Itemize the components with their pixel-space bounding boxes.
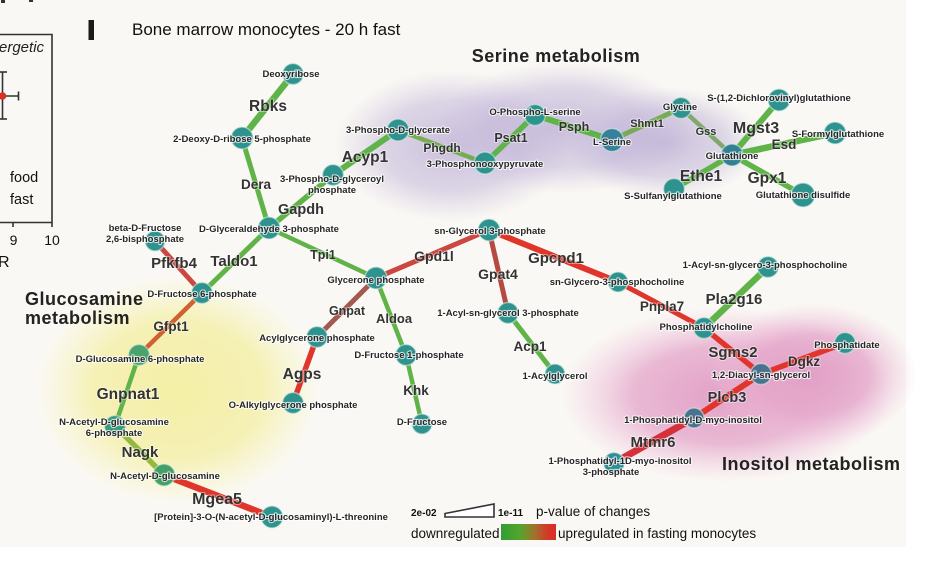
svg-text:Serine metabolism: Serine metabolism — [472, 46, 641, 66]
svg-text:Glycerone phosphate: Glycerone phosphate — [327, 275, 424, 286]
svg-text:Nagk: Nagk — [122, 444, 159, 461]
svg-text:metabolism: metabolism — [25, 308, 130, 328]
svg-text:Glutathione: Glutathione — [706, 151, 759, 162]
svg-text:O-Phospho-L-serine: O-Phospho-L-serine — [489, 107, 580, 118]
svg-text:Bone marrow monocytes - 20 h f: Bone marrow monocytes - 20 h fast — [132, 20, 401, 39]
svg-text:1-Phosphatidyl-1D-myo-inositol: 1-Phosphatidyl-1D-myo-inositol — [548, 456, 691, 467]
svg-text:upregulated in fasting monocyt: upregulated in fasting monocytes — [558, 526, 756, 541]
svg-text:Shmt1: Shmt1 — [630, 118, 664, 130]
svg-text:p-value of changes: p-value of changes — [536, 504, 650, 519]
svg-text:D-Fructose 1-phosphate: D-Fructose 1-phosphate — [354, 350, 463, 361]
svg-text:6-phosphate: 6-phosphate — [86, 428, 142, 439]
svg-text:1-Acylglycerol: 1-Acylglycerol — [523, 371, 588, 382]
svg-text:Taldo1: Taldo1 — [210, 253, 257, 270]
svg-text:Gnpnat1: Gnpnat1 — [97, 386, 160, 403]
svg-text:1e-11: 1e-11 — [498, 508, 523, 519]
svg-text:Aldoa: Aldoa — [376, 311, 413, 326]
svg-text:S-Formylglutathione: S-Formylglutathione — [792, 129, 884, 140]
svg-text:S-Sulfanylglutathione: S-Sulfanylglutathione — [624, 191, 722, 202]
svg-text:Gpcpd1: Gpcpd1 — [528, 250, 584, 267]
svg-text:O-Alkylglycerone phosphate: O-Alkylglycerone phosphate — [229, 400, 358, 411]
svg-text:Khk: Khk — [403, 383, 429, 398]
svg-text:Plcb3: Plcb3 — [708, 390, 747, 406]
svg-text:Gpx1: Gpx1 — [748, 170, 787, 187]
svg-text:phosphate: phosphate — [308, 185, 356, 196]
svg-text:Mgst3: Mgst3 — [733, 120, 779, 137]
svg-text:3-Phospho-D-glyceroyl: 3-Phospho-D-glyceroyl — [280, 174, 384, 185]
svg-text:1-Acyl-sn-glycero-3-phosphocho: 1-Acyl-sn-glycero-3-phosphocholine — [683, 260, 848, 271]
svg-text:beta-D-Fructose: beta-D-Fructose — [109, 223, 182, 234]
svg-text:Mtmr6: Mtmr6 — [630, 434, 675, 451]
svg-text:Dera: Dera — [241, 177, 272, 192]
svg-text:Phosphatidylcholine: Phosphatidylcholine — [660, 322, 753, 333]
svg-text:2e-02: 2e-02 — [411, 508, 437, 519]
svg-text:Glucosamine: Glucosamine — [25, 289, 144, 309]
svg-text:Phosphatidate: Phosphatidate — [814, 340, 879, 351]
svg-text:Pla2g16: Pla2g16 — [706, 291, 763, 308]
svg-text:9: 9 — [10, 232, 18, 248]
svg-text:Gapdh: Gapdh — [278, 202, 324, 218]
svg-text:2-Deoxy-D-ribose 5-phosphate: 2-Deoxy-D-ribose 5-phosphate — [173, 134, 311, 145]
svg-text:2,6-bisphosphate: 2,6-bisphosphate — [106, 234, 184, 245]
svg-text:Tpi1: Tpi1 — [310, 248, 336, 262]
svg-text:Pnpla7: Pnpla7 — [640, 299, 684, 314]
svg-text:Acp1: Acp1 — [513, 339, 547, 354]
svg-text:3-Phosphonooxypyruvate: 3-Phosphonooxypyruvate — [427, 159, 544, 170]
svg-text:Inositol metabolism: Inositol metabolism — [722, 454, 901, 474]
svg-text:Phgdh: Phgdh — [423, 141, 460, 155]
svg-text:1-Phosphatidyl-D-myo-inositol: 1-Phosphatidyl-D-myo-inositol — [624, 415, 762, 426]
svg-text:Acyp1: Acyp1 — [342, 149, 389, 166]
svg-text:sn-Glycero-3-phosphocholine: sn-Glycero-3-phosphocholine — [550, 277, 685, 288]
svg-text:ergetic: ergetic — [0, 39, 45, 56]
svg-text:Psat1: Psat1 — [494, 131, 527, 145]
svg-text:N-Acetyl-D-glucosamine: N-Acetyl-D-glucosamine — [59, 417, 169, 428]
svg-text:Psph: Psph — [559, 120, 590, 134]
svg-text:Esd: Esd — [772, 137, 797, 152]
svg-text:10: 10 — [44, 232, 60, 248]
svg-text:Gfpt1: Gfpt1 — [153, 319, 189, 334]
svg-text:D-Fructose 6-phosphate: D-Fructose 6-phosphate — [147, 289, 256, 300]
svg-text:1,2-Diacyl-sn-glycerol: 1,2-Diacyl-sn-glycerol — [712, 370, 810, 381]
svg-text:Gpat4: Gpat4 — [478, 266, 518, 282]
svg-text:fast: fast — [10, 192, 33, 208]
svg-text:D-Glyceraldehyde 3-phosphate: D-Glyceraldehyde 3-phosphate — [199, 224, 339, 235]
svg-text:3-phosphate: 3-phosphate — [583, 467, 639, 478]
svg-text:[Protein]-3-O-(N-acetyl-D-gluc: [Protein]-3-O-(N-acetyl-D-glucosaminyl)-… — [154, 512, 388, 523]
svg-text:downregulated: downregulated — [411, 526, 500, 541]
svg-text:Rbks: Rbks — [249, 98, 287, 115]
svg-text:Sgms2: Sgms2 — [708, 344, 757, 361]
svg-text:Pfkfb4: Pfkfb4 — [151, 255, 198, 272]
svg-text:Deoxyribose: Deoxyribose — [262, 69, 319, 80]
svg-text:D-Glucosamine 6-phosphate: D-Glucosamine 6-phosphate — [76, 354, 205, 365]
svg-text:Agps: Agps — [283, 366, 322, 383]
svg-text:N-Acetyl-D-glucosamine: N-Acetyl-D-glucosamine — [110, 471, 220, 482]
svg-text:R: R — [0, 254, 10, 271]
svg-text:Mgea5: Mgea5 — [192, 491, 242, 508]
svg-text:Acylglycerone phosphate: Acylglycerone phosphate — [259, 333, 375, 344]
svg-text:Glycine: Glycine — [663, 102, 697, 113]
svg-text:S-(1,2-Dichlorovinyl)glutathio: S-(1,2-Dichlorovinyl)glutathione — [707, 93, 851, 104]
svg-text:Gss: Gss — [696, 126, 717, 138]
svg-text:Ethe1: Ethe1 — [680, 168, 723, 185]
svg-text:Glutathione disulfide: Glutathione disulfide — [756, 190, 850, 201]
svg-text:Gnpat: Gnpat — [329, 304, 366, 318]
svg-text:sn-Glycerol 3-phosphate: sn-Glycerol 3-phosphate — [434, 226, 545, 237]
svg-text:Gpd1l: Gpd1l — [414, 248, 454, 264]
svg-text:D-Fructose: D-Fructose — [397, 417, 447, 428]
svg-text:1-Acyl-sn-glycerol 3-phosphate: 1-Acyl-sn-glycerol 3-phosphate — [437, 308, 578, 319]
svg-text:food: food — [10, 170, 38, 186]
svg-text:Dgkz: Dgkz — [788, 354, 821, 369]
svg-text:3-Phospho-D-glycerate: 3-Phospho-D-glycerate — [346, 125, 450, 136]
svg-text:L-Serine: L-Serine — [593, 137, 631, 148]
